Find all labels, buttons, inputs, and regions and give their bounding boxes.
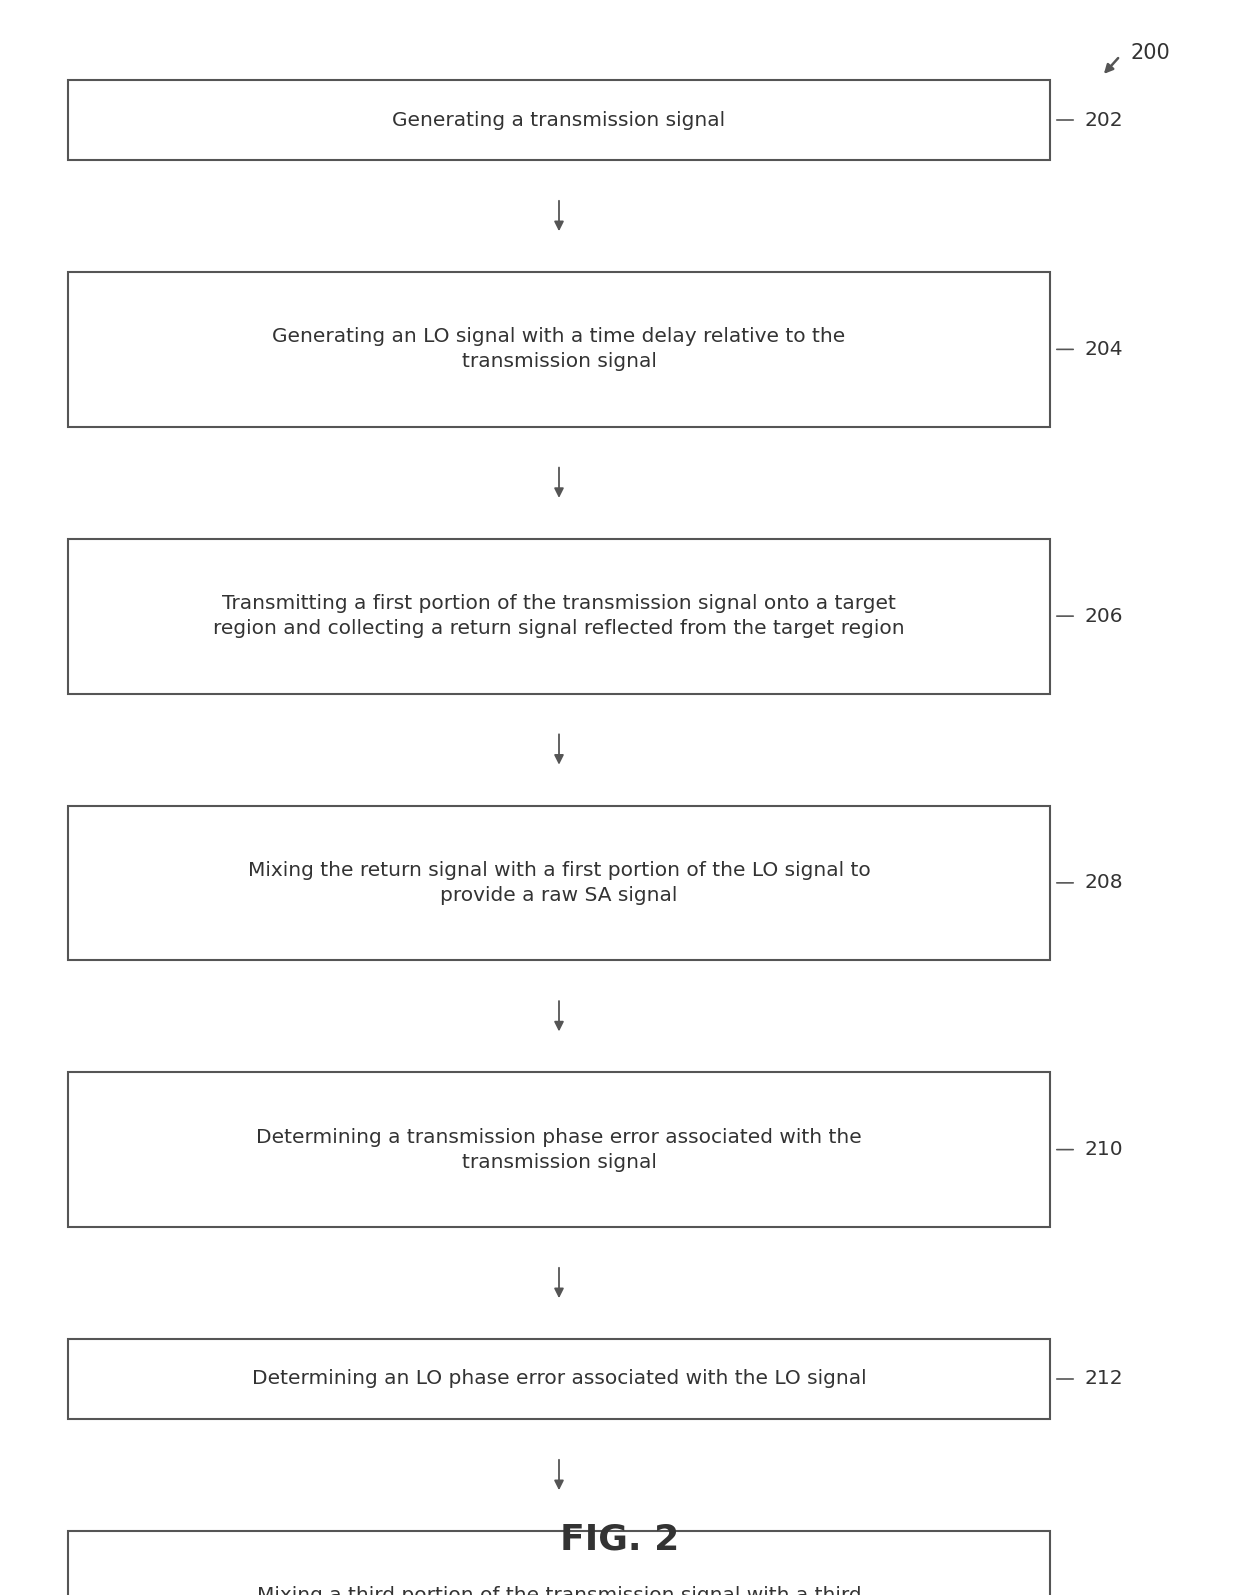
Text: Determining a transmission phase error associated with the
transmission signal: Determining a transmission phase error a…: [257, 1128, 862, 1172]
Text: Mixing the return signal with a first portion of the LO signal to
provide a raw : Mixing the return signal with a first po…: [248, 861, 870, 904]
Text: FIG. 2: FIG. 2: [560, 1523, 680, 1557]
Text: 206: 206: [1084, 606, 1122, 625]
Text: Mixing a third portion of the transmission signal with a third
portion of the LO: Mixing a third portion of the transmissi…: [257, 1587, 862, 1595]
Bar: [68, 805, 1050, 960]
Text: 212: 212: [1084, 1370, 1122, 1389]
Bar: [68, 80, 1050, 160]
Text: Determining an LO phase error associated with the LO signal: Determining an LO phase error associated…: [252, 1370, 867, 1389]
Bar: [68, 1338, 1050, 1420]
Bar: [68, 1072, 1050, 1227]
Text: Generating a transmission signal: Generating a transmission signal: [392, 110, 725, 129]
Text: Transmitting a first portion of the transmission signal onto a target
region and: Transmitting a first portion of the tran…: [213, 593, 905, 638]
Bar: [68, 1531, 1050, 1595]
Text: 204: 204: [1084, 340, 1122, 359]
Bar: [68, 539, 1050, 694]
Text: 200: 200: [1130, 43, 1169, 62]
Text: Generating an LO signal with a time delay relative to the
transmission signal: Generating an LO signal with a time dela…: [273, 327, 846, 372]
Bar: [68, 273, 1050, 427]
Text: 208: 208: [1084, 874, 1122, 892]
Text: 202: 202: [1084, 110, 1122, 129]
Text: 210: 210: [1084, 1140, 1122, 1160]
